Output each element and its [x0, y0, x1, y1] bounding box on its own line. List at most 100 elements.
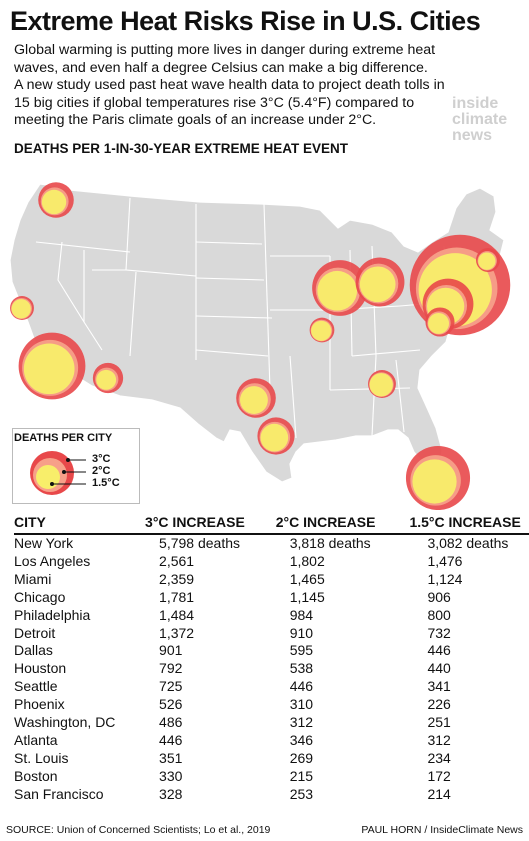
- column-header-3c: 3°C INCREASE: [145, 511, 276, 535]
- city-bubble-seattle: [38, 182, 74, 218]
- deaths-15c-cell: 446: [427, 642, 451, 659]
- chart-subtitle: DEATHS PER 1-IN-30-YEAR EXTREME HEAT EVE…: [14, 141, 349, 156]
- city-cell: Chicago: [14, 588, 66, 605]
- table-row: Washington, DC 486 312 251: [14, 714, 529, 732]
- ring-15c: [369, 373, 393, 397]
- table-header-row: CITY 3°C INCREASE 2°C INCREASE 1.5°C INC…: [14, 511, 529, 535]
- deaths-2c-cell: 215: [289, 767, 314, 784]
- ring-15c: [412, 459, 457, 504]
- deaths-2c-cell: 269: [289, 749, 314, 766]
- table-row: Atlanta 446 346 312: [14, 732, 529, 750]
- deaths-15c-cell: 906: [427, 588, 451, 605]
- deaths-3c-cell: 330: [159, 767, 183, 784]
- ring-15c: [96, 369, 117, 390]
- city-cell: Detroit: [14, 624, 56, 641]
- deaths-3c-cell: 328: [159, 785, 183, 802]
- ring-15c: [359, 266, 396, 303]
- insideclimate-logo: inside climate news: [452, 95, 508, 144]
- city-cell: Boston: [14, 767, 58, 784]
- table-row: Chicago 1,781 1,145 906: [14, 589, 529, 607]
- city-cell: Washington, DC: [14, 714, 116, 731]
- deaths-3c-cell: 792: [159, 660, 183, 677]
- intro-text: Global warming is putting more lives in …: [14, 42, 445, 130]
- ring-15c: [240, 386, 268, 414]
- deaths-3c-cell: 5,798 deaths: [159, 535, 241, 551]
- city-bubble-miami: [405, 445, 471, 510]
- deaths-15c-cell: 251: [427, 714, 451, 731]
- city-cell: St. Louis: [14, 749, 69, 766]
- deaths-3c-cell: 486: [159, 714, 183, 731]
- intro-line: Global warming is putting more lives in …: [14, 42, 436, 58]
- source-note: SOURCE: Union of Concerned Scientists; L…: [6, 824, 271, 836]
- city-cell: Houston: [14, 660, 67, 677]
- intro-line: waves, and even half a degree Celsius ca…: [14, 59, 428, 76]
- ring-15c: [478, 252, 496, 270]
- deaths-15c-cell: 312: [427, 731, 451, 748]
- city-cell: Miami: [14, 570, 52, 587]
- table-row: New York 5,798 deaths 3,818 deaths 3,082 de…: [14, 534, 529, 553]
- city-cell: Philadelphia: [14, 606, 91, 623]
- city-bubble-chicago: [312, 260, 368, 316]
- deaths-2c-cell: 984: [289, 606, 314, 623]
- deaths-2c-cell: 446: [289, 678, 314, 695]
- city-cell: Phoenix: [14, 696, 65, 713]
- deaths-3c-cell: 446: [159, 731, 183, 748]
- ring-15c: [311, 320, 332, 341]
- deaths-2c-cell: 595: [289, 642, 314, 659]
- table-row: Seattle 725 446 341: [14, 678, 529, 696]
- ring-15c: [11, 299, 31, 319]
- legend-title: DEATHS PER CITY: [14, 432, 113, 444]
- column-header-15c: 1.5°C INCREASE: [409, 511, 529, 535]
- deaths-2c-cell: 253: [289, 785, 314, 802]
- deaths-15c-cell: 3,082 deaths: [427, 535, 509, 551]
- city-bubble-houston: [257, 417, 295, 455]
- us-map: [9, 182, 511, 510]
- deaths-15c-cell: 214: [427, 785, 451, 802]
- table-row: Miami 2,359 1,465 1,124: [14, 571, 529, 589]
- legend-label-3c: 3°C: [92, 453, 111, 465]
- column-header-city: CITY: [14, 511, 146, 535]
- deaths-2c-cell: 310: [289, 696, 314, 713]
- city-bubble-st-louis: [309, 317, 335, 343]
- deaths-15c-cell: 1,124: [427, 570, 463, 587]
- deaths-3c-cell: 2,561: [159, 552, 195, 569]
- column-header-2c: 2°C INCREASE: [275, 511, 410, 535]
- city-bubbles: [10, 182, 511, 510]
- table-row: Boston 330 215 172: [14, 768, 529, 786]
- deaths-15c-cell: 226: [427, 696, 451, 713]
- credit-note: PAUL HORN / InsideClimate News: [361, 824, 523, 836]
- city-bubble-washington-dc: [425, 307, 455, 337]
- deaths-3c-cell: 351: [159, 749, 183, 766]
- table-row: Phoenix 526 310 226: [14, 696, 529, 714]
- deaths-15c-cell: 440: [427, 660, 451, 677]
- deaths-2c-cell: 312: [289, 714, 314, 731]
- city-cell: Los Angeles: [14, 552, 91, 569]
- deaths-15c-cell: 1,476: [427, 552, 463, 569]
- deaths-3c-cell: 901: [159, 642, 183, 659]
- intro-line: meeting the Paris climate goals of an in…: [14, 112, 377, 128]
- deaths-15c-cell: 172: [427, 767, 451, 784]
- city-bubble-atlanta: [368, 370, 396, 398]
- deaths-2c-cell: 3,818 deaths: [289, 535, 371, 551]
- deaths-2c-cell: 910: [289, 624, 314, 641]
- page-title: Extreme Heat Risks Rise in U.S. Cities: [10, 6, 481, 36]
- deaths-3c-cell: 526: [159, 696, 183, 713]
- ring-15c: [260, 423, 289, 452]
- city-bubble-phoenix: [92, 362, 124, 394]
- deaths-2c-cell: 1,145: [289, 588, 325, 605]
- legend-rings: [30, 451, 86, 495]
- deaths-3c-cell: 1,372: [159, 624, 195, 641]
- intro-line: A new study used past heat wave health d…: [14, 77, 445, 93]
- table-row: Los Angeles 2,561 1,802 1,476: [14, 553, 529, 571]
- table-row: Philadelphia 1,484 984 800: [14, 607, 529, 625]
- city-bubble-los-angeles: [18, 332, 86, 400]
- deaths-15c-cell: 800: [427, 606, 451, 623]
- legend-label-2c: 2°C: [92, 465, 111, 477]
- city-bubble-san-francisco: [10, 296, 34, 320]
- city-cell: Atlanta: [14, 731, 58, 748]
- ring-15c: [428, 312, 450, 334]
- deaths-table: CITY 3°C INCREASE 2°C INCREASE 1.5°C INC…: [14, 511, 529, 804]
- table-row: Houston 792 538 440: [14, 660, 529, 678]
- deaths-15c-cell: 341: [427, 678, 451, 695]
- table-row: St. Louis 351 269 234: [14, 750, 529, 768]
